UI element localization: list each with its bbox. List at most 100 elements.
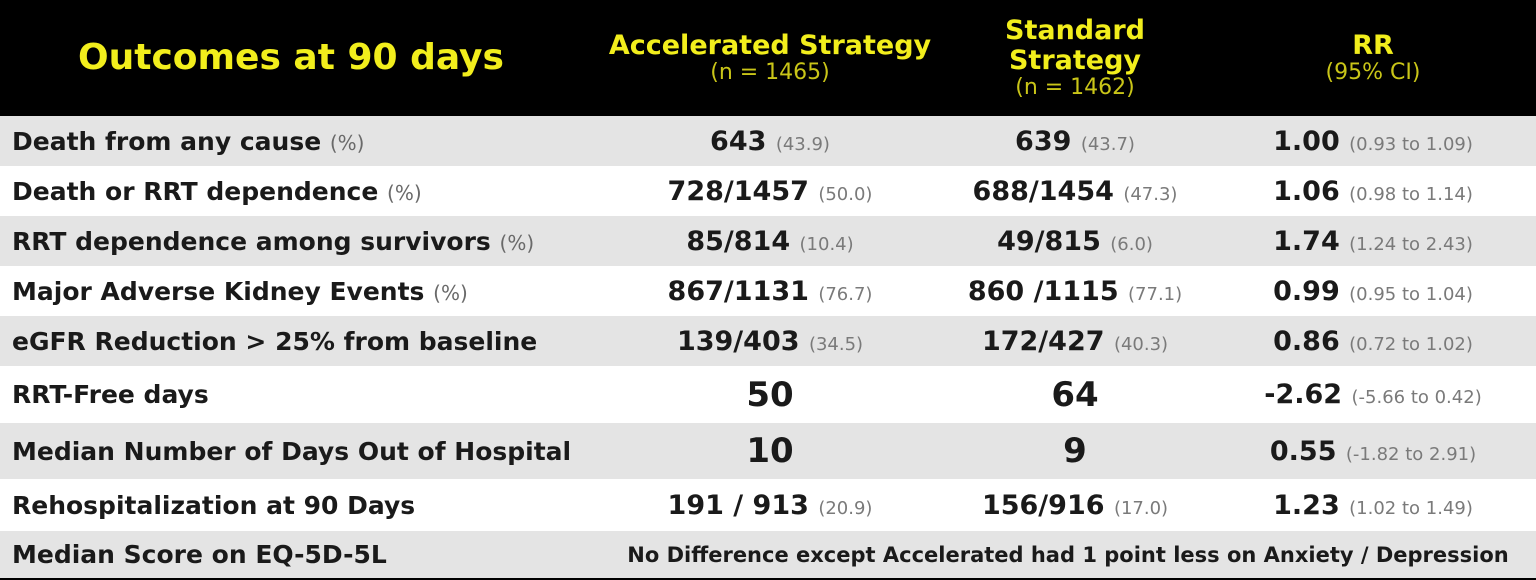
- column-header: Standard Strategy (n = 1462): [940, 0, 1210, 116]
- cell-paren: (-1.82 to 2.91): [1345, 443, 1477, 465]
- cell-value: 0.86: [1273, 325, 1340, 357]
- value-cell: 49/815 (6.0): [940, 216, 1210, 266]
- table-row: Major Adverse Kidney Events (%) 867/1131 …: [0, 266, 1536, 316]
- cell-value: 191 / 913: [667, 489, 809, 521]
- cell-value: 1.23: [1273, 489, 1340, 521]
- value-cell: 643 (43.9): [600, 116, 940, 166]
- column-header: RR (95% CI): [1210, 0, 1536, 116]
- value-cell: 0.55 (-1.82 to 2.91): [1210, 423, 1536, 479]
- row-label: Median Score on EQ-5D-5L: [12, 540, 387, 569]
- column-sub: (n = 1462): [1015, 74, 1135, 100]
- row-label: Death from any cause: [12, 126, 322, 156]
- cell-value: 867/1131: [667, 275, 809, 307]
- value-cell: 156/916 (17.0): [940, 479, 1210, 531]
- value-cell: 50: [600, 366, 940, 423]
- value-cell: 688/1454 (47.3): [940, 166, 1210, 216]
- row-label-cell: eGFR Reduction > 25% from baseline: [0, 316, 600, 366]
- row-label: RRT dependence among survivors: [12, 226, 491, 256]
- row-label-cell: RRT-Free days: [0, 366, 600, 423]
- cell-paren: (0.72 to 1.02): [1349, 333, 1473, 355]
- cell-value: 139/403: [676, 325, 800, 357]
- cell-value: 85/814: [686, 225, 791, 257]
- column-name: RR: [1352, 30, 1394, 62]
- value-cell: 191 / 913 (20.9): [600, 479, 940, 531]
- cell-paren: (34.5): [808, 333, 864, 355]
- table-row: Death or RRT dependence (%) 728/1457 (50.…: [0, 166, 1536, 216]
- table-row: Median Number of Days Out of Hospital 10 9…: [0, 423, 1536, 479]
- cell-value: 643: [710, 125, 767, 157]
- value-cell: 1.23 (1.02 to 1.49): [1210, 479, 1536, 531]
- cell-value: 1.74: [1273, 225, 1340, 257]
- cell-paren: (0.93 to 1.09): [1349, 133, 1473, 155]
- value-cell: 64: [940, 366, 1210, 423]
- cell-paren: (0.98 to 1.14): [1349, 183, 1473, 205]
- cell-paren: (77.1): [1128, 283, 1183, 305]
- row-label-cell: Median Score on EQ-5D-5L: [0, 531, 600, 580]
- table-row: Median Score on EQ-5D-5L No Difference ex…: [0, 531, 1536, 580]
- row-label: eGFR Reduction > 25% from baseline: [12, 326, 538, 356]
- row-label: RRT-Free days: [12, 380, 209, 409]
- value-cell: 728/1457 (50.0): [600, 166, 940, 216]
- value-cell: 867/1131 (76.7): [600, 266, 940, 316]
- cell-value: 172/427: [981, 325, 1105, 357]
- row-label: Median Number of Days Out of Hospital: [12, 436, 572, 466]
- row-label: Rehospitalization at 90 Days: [12, 490, 416, 520]
- table-row: RRT-Free days 50 64 -2.62 (-5.66 to 0.42): [0, 366, 1536, 423]
- cell-value: 1.06: [1273, 175, 1340, 207]
- row-label-cell: RRT dependence among survivors (%): [0, 216, 600, 266]
- cell-paren: (1.02 to 1.49): [1349, 497, 1473, 519]
- row-label-cell: Major Adverse Kidney Events (%): [0, 266, 600, 316]
- value-cell: -2.62 (-5.66 to 0.42): [1210, 366, 1536, 423]
- span-cell: No Difference except Accelerated had 1 p…: [600, 531, 1536, 580]
- value-cell: 85/814 (10.4): [600, 216, 940, 266]
- row-label: Major Adverse Kidney Events: [12, 276, 425, 306]
- value-cell: 0.86 (0.72 to 1.02): [1210, 316, 1536, 366]
- table-row: eGFR Reduction > 25% from baseline 139/40…: [0, 316, 1536, 366]
- cell-value: 688/1454: [972, 175, 1114, 207]
- value-cell: 639 (43.7): [940, 116, 1210, 166]
- row-label-cell: Median Number of Days Out of Hospital: [0, 423, 600, 479]
- table-body: Death from any cause (%) 643 (43.9) 639 (4…: [0, 116, 1536, 580]
- value-cell: 860 /1115 (77.1): [940, 266, 1210, 316]
- cell-paren: (0.95 to 1.04): [1349, 283, 1473, 305]
- cell-value: 860 /1115: [967, 275, 1119, 307]
- row-label-cell: Death from any cause (%): [0, 116, 600, 166]
- value-cell: 139/403 (34.5): [600, 316, 940, 366]
- value-cell: 1.06 (0.98 to 1.14): [1210, 166, 1536, 216]
- cell-paren: (50.0): [818, 183, 873, 205]
- cell-value: 0.55: [1269, 435, 1337, 467]
- value-cell: 1.74 (1.24 to 2.43): [1210, 216, 1536, 266]
- row-note: (%): [433, 280, 468, 305]
- table-row: Death from any cause (%) 643 (43.9) 639 (4…: [0, 116, 1536, 166]
- value-cell: 172/427 (40.3): [940, 316, 1210, 366]
- cell-value: 728/1457: [667, 175, 809, 207]
- cell-paren: (1.24 to 2.43): [1349, 233, 1473, 255]
- cell-paren: (10.4): [799, 233, 854, 255]
- table-row: RRT dependence among survivors (%) 85/814…: [0, 216, 1536, 266]
- cell-value: 156/916: [981, 489, 1105, 521]
- cell-value: 10: [746, 431, 794, 471]
- header-row: Outcomes at 90 days Accelerated Strategy…: [0, 0, 1536, 116]
- value-cell: 10: [600, 423, 940, 479]
- column-header: Accelerated Strategy (n = 1465): [600, 0, 940, 116]
- row-label-cell: Rehospitalization at 90 Days: [0, 479, 600, 531]
- row-note: (%): [499, 230, 535, 255]
- cell-value: 64: [1051, 374, 1099, 415]
- cell-paren: (6.0): [1110, 233, 1153, 255]
- cell-value: 639: [1015, 125, 1072, 157]
- row-label: Death or RRT dependence: [12, 176, 379, 206]
- row-label-cell: Death or RRT dependence (%): [0, 166, 600, 216]
- cell-value: 50: [746, 374, 794, 415]
- cell-value: 9: [1063, 431, 1087, 471]
- cell-paren: (76.7): [818, 283, 873, 305]
- row-text: No Difference except Accelerated had 1 p…: [627, 542, 1509, 567]
- header-title: Outcomes at 90 days: [0, 0, 600, 116]
- cell-paren: (43.9): [775, 133, 830, 155]
- cell-paren: (-5.66 to 0.42): [1351, 387, 1482, 408]
- cell-paren: (43.7): [1080, 133, 1135, 155]
- cell-value: -2.62: [1264, 379, 1343, 410]
- cell-paren: (20.9): [818, 497, 873, 519]
- cell-value: 0.99: [1273, 275, 1340, 307]
- column-name: Standard Strategy: [1005, 15, 1145, 76]
